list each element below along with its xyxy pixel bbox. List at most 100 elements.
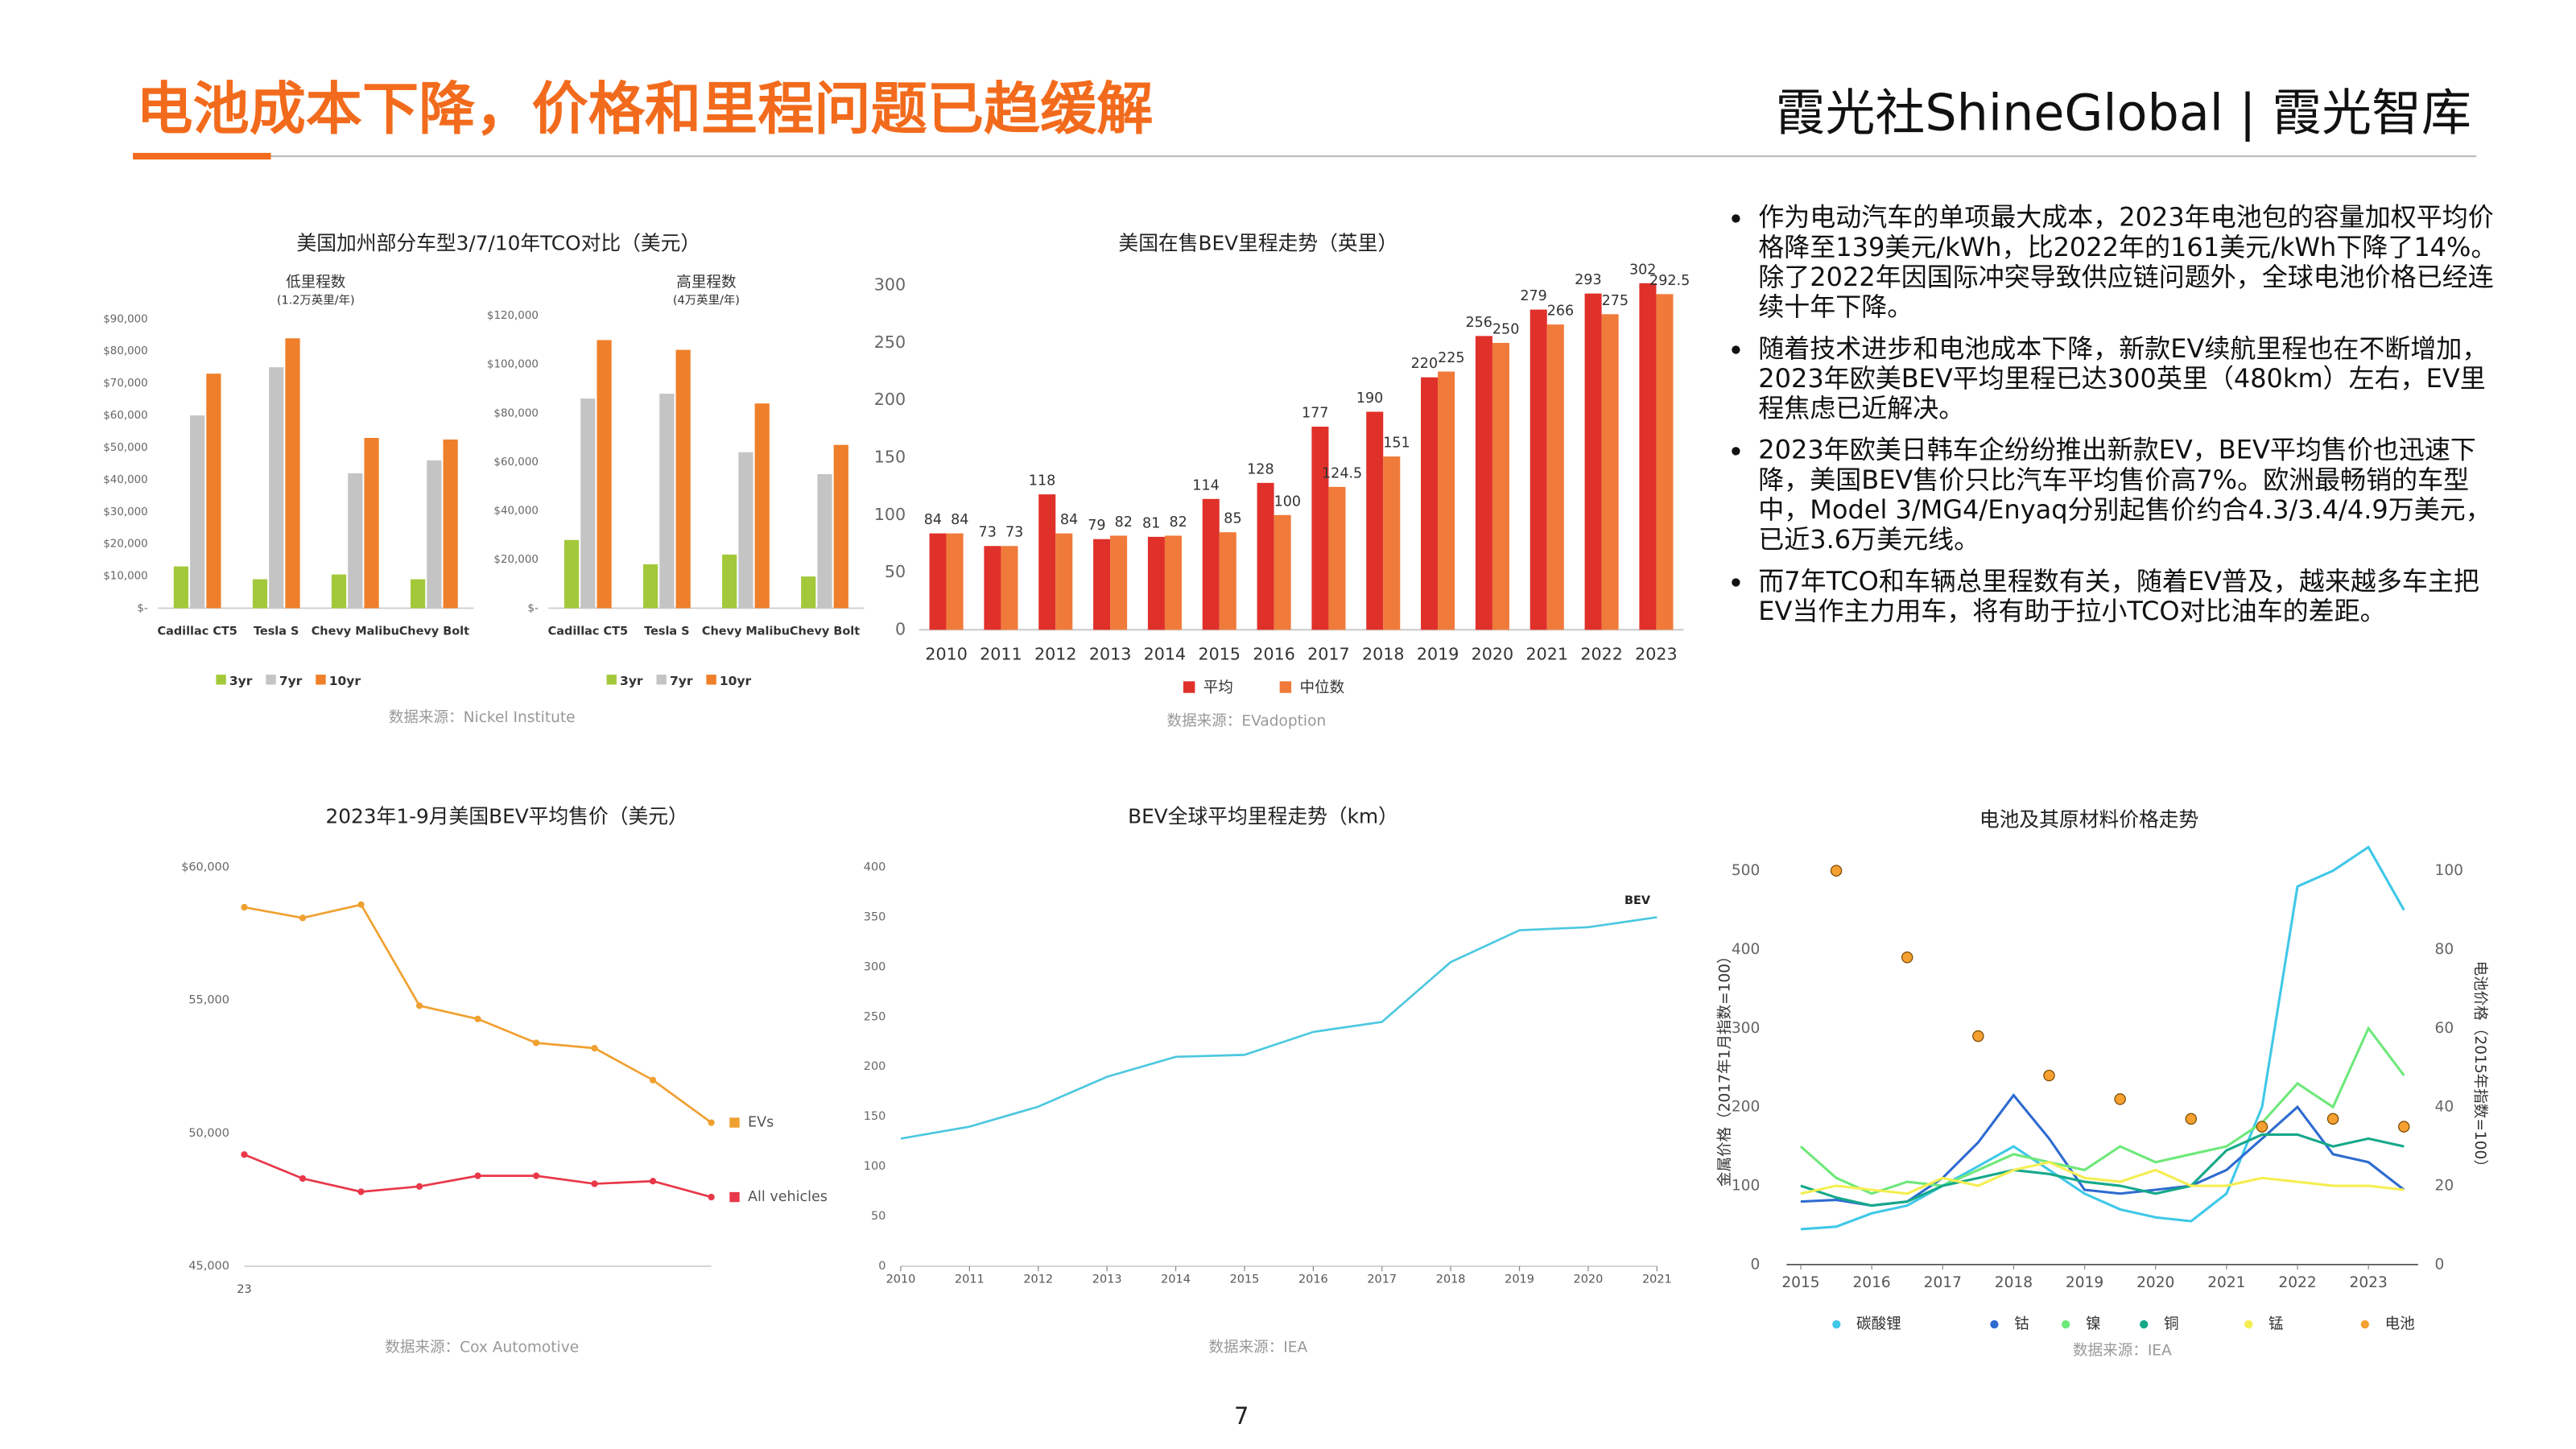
y-tick-label: $20,000 [493,554,538,566]
data-point [2114,1093,2126,1105]
x-tick-label: 23 [237,1283,251,1296]
bullets: 作为电动汽车的单项最大成本，2023年电池包的容量加权平均价格降至139美元/k… [1728,203,2509,626]
panel-subtitle: 高里程数 [676,274,737,291]
y-tick-label: 50 [871,1210,886,1223]
x-tick-label: 2016 [1853,1274,1891,1291]
x-tick-label: 2020 [1472,644,1514,663]
bar [833,444,848,609]
bar [564,539,580,609]
y-tick-label: 250 [864,1010,886,1023]
y-tick-label: 0 [1751,1256,1761,1273]
data-point [2326,1113,2339,1125]
page-number: 7 [1234,1402,1249,1430]
x-tick-label: 2019 [1417,644,1459,663]
legend-label: 锰 [2268,1316,2284,1333]
x-tick-label: 2021 [2207,1274,2245,1291]
y-tick-label: 20 [2435,1178,2454,1195]
chart-source: 数据来源：IEA [1208,1340,1307,1356]
x-tick-label: 2023 [2350,1274,2388,1291]
y-tick-label: $70,000 [103,378,147,390]
bar [206,374,221,609]
legend-swatch [1279,681,1292,693]
bar [801,576,816,609]
data-point [532,1039,540,1046]
bar [1110,535,1128,630]
bar [1530,309,1547,630]
data-label: 220 [1411,356,1438,372]
x-tick-label: 2017 [1924,1274,1962,1291]
y-tick-label: 50,000 [188,1127,229,1140]
legend-swatch [216,675,226,685]
bullets-box: 作为电动汽车的单项最大成本，2023年电池包的容量加权平均价格降至139美元/k… [1728,203,2509,718]
legend-label: 电池 [2385,1316,2415,1333]
legend-swatch [1832,1320,1841,1329]
legend-label: 中位数 [1299,679,1344,696]
data-label: 256 [1465,315,1492,331]
data-label: 82 [1169,514,1187,530]
legend-label: 钴 [2014,1316,2029,1333]
bar [252,579,268,609]
x-tick-label: 2011 [955,1273,985,1286]
x-tick-label: 2016 [1298,1273,1328,1286]
x-tick-label: 2023 [1635,644,1678,663]
data-label: 266 [1547,303,1574,320]
y-tick-label: 100 [1732,1178,1760,1195]
bar [1274,514,1291,630]
data-point [708,1119,715,1126]
line [900,916,1657,1140]
legend-swatch [2360,1320,2369,1329]
bar [1219,532,1236,630]
data-label: 128 [1247,461,1274,477]
y-tick-label: $20,000 [103,539,147,551]
x-tick-label: 2022 [2278,1274,2316,1291]
x-tick-label: 2013 [1092,1273,1122,1286]
y-tick-label: 0 [895,619,906,638]
x-tick-label: Chevy Bolt [399,625,469,638]
x-tick-label: 2021 [1642,1273,1672,1286]
legend-label: 10yr [720,674,752,688]
legend-swatch [1183,681,1195,693]
y-tick-label: $90,000 [103,313,147,325]
bar [190,415,205,609]
x-tick-label: 2017 [1307,644,1350,663]
legend-label: 7yr [670,674,693,688]
line [1800,1093,2405,1208]
bar [1584,293,1602,630]
chart-title: 美国加州部分车型3/7/10年TCO对比（美元） [297,231,701,254]
y-tick-label: $100,000 [487,359,539,371]
bar [1055,533,1073,630]
y-tick-label: 80 [2435,941,2454,958]
bar [443,439,458,609]
y-tick-label: 50 [885,562,906,581]
data-label: 73 [979,525,997,541]
y-tick-label: 100 [864,1160,886,1173]
legend-swatch [656,675,667,685]
data-label: 81 [1142,515,1160,531]
data-label: 73 [1005,525,1023,541]
line [244,903,712,1124]
data-point [1972,1030,1984,1042]
bar [1492,342,1509,630]
brand: 霞光社ShineGlobal | 霞光智库 [1776,85,2471,143]
bar [1311,427,1329,630]
x-tick-label: 2012 [1023,1273,1053,1286]
bar [1202,498,1220,630]
bar [269,367,284,609]
y-tick-label: 150 [864,1110,886,1123]
bullet: 2023年欧美日韩车企纷纷推出新款EV，BEV平均售价也迅速下降，美国BEV售价… [1758,436,2509,555]
y-tick-label: 350 [864,910,886,923]
bar [580,398,596,609]
legend-label: EVs [748,1115,774,1131]
x-tick-label: 2018 [1995,1274,2033,1291]
panel-subtitle: 低里程数 [286,274,346,291]
line [1799,1026,2405,1195]
y-axis-label: 金属价格（2017年1月指数=100） [1716,948,1733,1187]
chart-title: 电池及其原材料价格走势 [1979,808,2198,832]
data-label: 85 [1224,511,1241,527]
legend-label: All vehicles [748,1189,828,1205]
y-tick-label: 300 [1732,1020,1760,1037]
legend-swatch [2062,1320,2070,1329]
legend-swatch [2244,1320,2253,1329]
